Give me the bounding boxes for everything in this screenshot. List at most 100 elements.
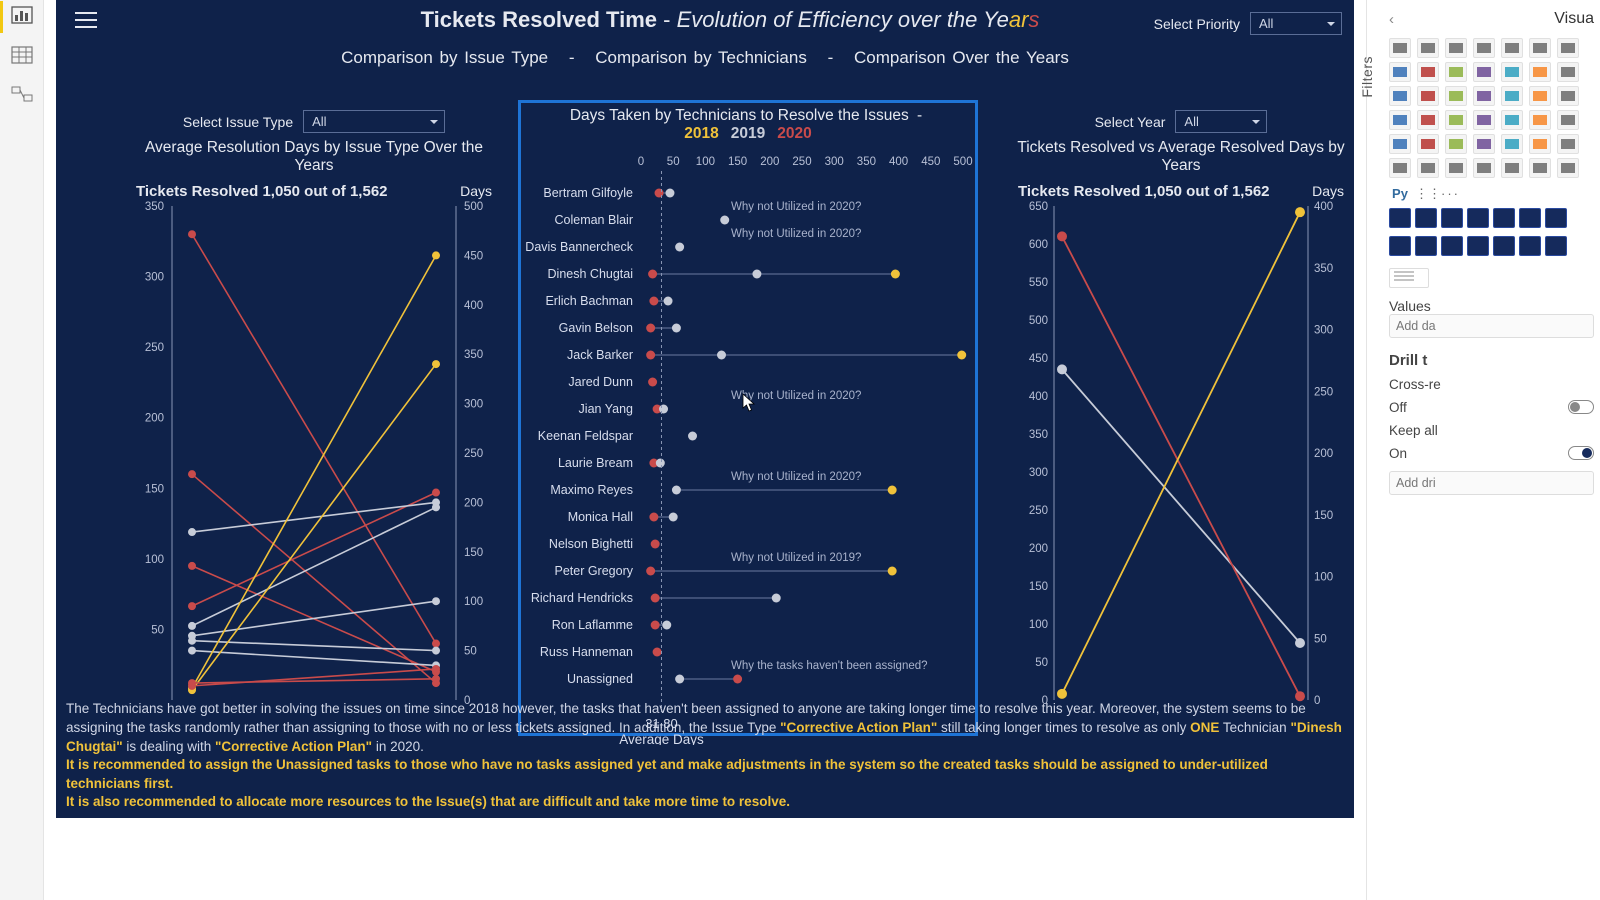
svg-text:100: 100 (696, 156, 715, 168)
viz-type-icon[interactable] (1389, 110, 1411, 130)
right-chart[interactable]: 0501001502002503003504004505005506006500… (1016, 200, 1346, 720)
right-panel: Select Year All Tickets Resolved vs Aver… (1016, 110, 1346, 730)
viz-type-icon[interactable] (1473, 110, 1495, 130)
viz-type-icon[interactable] (1557, 86, 1579, 106)
viz-type-icon[interactable] (1445, 38, 1467, 58)
viz-type-icon[interactable] (1445, 158, 1467, 178)
values-field-well[interactable]: Add da (1389, 314, 1594, 338)
viz-type-icon[interactable] (1501, 110, 1523, 130)
format-icon[interactable] (1389, 236, 1411, 256)
svg-text:Russ Hanneman: Russ Hanneman (540, 645, 633, 659)
format-icon[interactable] (1415, 208, 1437, 228)
viz-type-icon[interactable] (1417, 134, 1439, 154)
drill-field-well[interactable]: Add dri (1389, 471, 1594, 495)
viz-type-icon[interactable] (1417, 158, 1439, 178)
viz-type-icon[interactable] (1389, 62, 1411, 82)
viz-type-icon[interactable] (1389, 158, 1411, 178)
svg-text:350: 350 (857, 156, 876, 168)
viz-type-icon[interactable] (1501, 134, 1523, 154)
format-icon[interactable] (1467, 208, 1489, 228)
mid-panel[interactable]: Days Taken by Technicians to Resolve the… (518, 100, 978, 736)
viz-type-icon[interactable] (1389, 38, 1411, 58)
viz-type-icon[interactable] (1473, 86, 1495, 106)
format-icon[interactable] (1545, 236, 1567, 256)
viz-type-icon[interactable] (1445, 86, 1467, 106)
report-view-icon[interactable] (11, 6, 33, 24)
subnav-issue-type[interactable]: Comparison by Issue Type (341, 48, 548, 67)
more-visuals-icon[interactable]: ⋮⋮ (1415, 186, 1437, 202)
viz-type-icon[interactable] (1557, 110, 1579, 130)
format-icon[interactable] (1493, 208, 1515, 228)
format-icon[interactable] (1441, 208, 1463, 228)
viz-type-icon[interactable] (1445, 62, 1467, 82)
viz-type-icon[interactable] (1389, 86, 1411, 106)
viz-type-icon[interactable] (1501, 86, 1523, 106)
viz-type-icon[interactable] (1529, 62, 1551, 82)
viz-type-icon[interactable] (1529, 38, 1551, 58)
format-icon[interactable] (1519, 208, 1541, 228)
viz-type-icon[interactable] (1557, 38, 1579, 58)
svg-text:300: 300 (464, 399, 483, 411)
left-chart-title: Average Resolution Days by Issue Type Ov… (134, 139, 494, 175)
format-icons-row (1367, 202, 1600, 230)
keep-all-row: Keep all (1367, 415, 1600, 438)
svg-text:Jared Dunn: Jared Dunn (568, 375, 633, 389)
left-chart[interactable]: 5010015020025030035005010015020025030035… (134, 200, 494, 720)
viz-type-icon[interactable] (1557, 158, 1579, 178)
priority-dropdown[interactable]: All (1250, 12, 1342, 35)
svg-text:500: 500 (953, 156, 972, 168)
format-icon[interactable] (1545, 208, 1567, 228)
keep-all-toggle[interactable] (1568, 446, 1594, 460)
viz-type-icons[interactable] (1367, 34, 1600, 184)
year-dropdown[interactable]: All (1175, 110, 1267, 133)
viz-type-icon[interactable] (1417, 62, 1439, 82)
viz-type-icon[interactable] (1445, 134, 1467, 154)
viz-type-icon[interactable] (1417, 110, 1439, 130)
filters-tab[interactable]: Filters (1359, 56, 1375, 98)
cross-report-toggle[interactable] (1568, 400, 1594, 414)
viz-type-icon[interactable] (1529, 110, 1551, 130)
format-icon[interactable] (1493, 236, 1515, 256)
viz-type-icon[interactable] (1445, 110, 1467, 130)
chevron-left-icon[interactable]: ‹ (1389, 11, 1394, 28)
title-main: Tickets Resolved Time (421, 7, 657, 32)
viz-type-icon[interactable] (1501, 158, 1523, 178)
model-view-icon[interactable] (11, 86, 33, 104)
ellipsis-icon[interactable]: ··· (1441, 186, 1460, 202)
issue-type-dropdown[interactable]: All (303, 110, 445, 133)
data-view-icon[interactable] (11, 46, 33, 64)
svg-text:100: 100 (464, 596, 483, 608)
mid-chart[interactable]: 050100150200250300350400450500Bertram Gi… (523, 145, 975, 745)
viz-type-icon[interactable] (1417, 38, 1439, 58)
svg-text:350: 350 (145, 201, 164, 213)
hamburger-menu-icon[interactable] (66, 0, 106, 40)
format-icon[interactable] (1415, 236, 1437, 256)
viz-type-icon[interactable] (1557, 134, 1579, 154)
svg-text:400: 400 (1029, 391, 1048, 403)
format-icon[interactable] (1389, 208, 1411, 228)
viz-type-icon[interactable] (1529, 86, 1551, 106)
svg-text:200: 200 (760, 156, 779, 168)
svg-text:300: 300 (145, 272, 164, 284)
viz-type-icon[interactable] (1501, 38, 1523, 58)
fields-icon[interactable] (1389, 268, 1429, 288)
report-canvas-wrap: Tickets Resolved Time - Evolution of Eff… (44, 0, 1366, 900)
viz-type-icon[interactable] (1529, 158, 1551, 178)
subnav-years[interactable]: Comparison Over the Years (854, 48, 1069, 67)
format-icon[interactable] (1467, 236, 1489, 256)
viz-type-icon[interactable] (1501, 62, 1523, 82)
viz-type-icon[interactable] (1557, 62, 1579, 82)
svg-text:Erlich Bachman: Erlich Bachman (545, 294, 633, 308)
viz-type-icon[interactable] (1529, 134, 1551, 154)
format-icon[interactable] (1519, 236, 1541, 256)
viz-type-icon[interactable] (1417, 86, 1439, 106)
format-icon[interactable] (1441, 236, 1463, 256)
viz-type-icon[interactable] (1473, 62, 1495, 82)
viz-type-icon[interactable] (1473, 158, 1495, 178)
drillthrough-header: Drill t (1367, 338, 1600, 369)
viz-type-icon[interactable] (1473, 134, 1495, 154)
viz-type-icon[interactable] (1389, 134, 1411, 154)
python-visual-icon[interactable]: Py (1389, 186, 1411, 202)
viz-type-icon[interactable] (1473, 38, 1495, 58)
subnav-technicians[interactable]: Comparison by Technicians (595, 48, 807, 67)
